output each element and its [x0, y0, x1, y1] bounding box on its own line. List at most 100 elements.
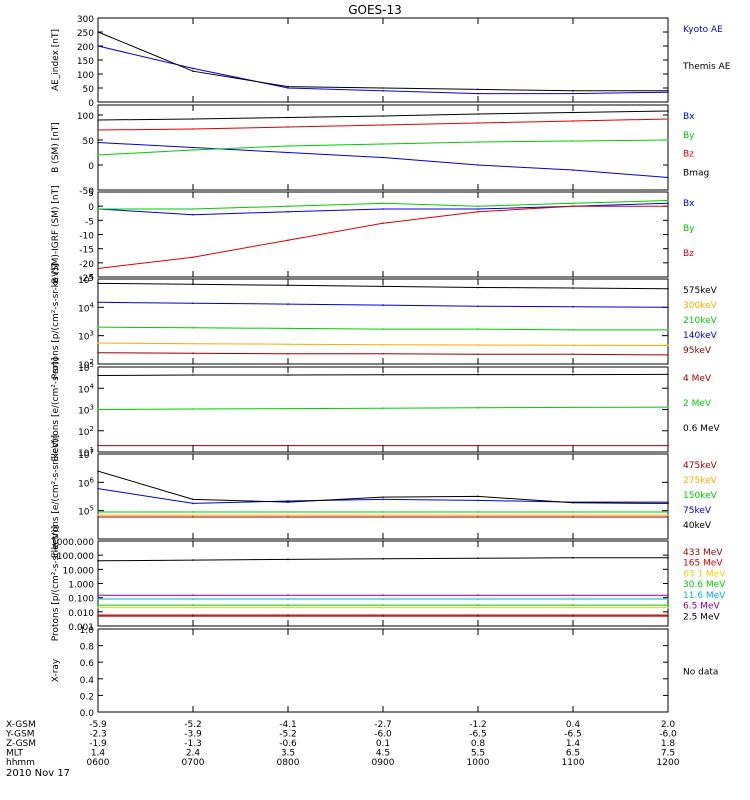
- data-point: [287, 511, 289, 513]
- x-tick-value: -5.2: [279, 730, 297, 740]
- data-point: [382, 222, 384, 224]
- data-point: [97, 119, 99, 121]
- data-point: [477, 373, 479, 376]
- data-point: [382, 498, 384, 501]
- y-tick-label: -15: [79, 246, 94, 256]
- data-point: [192, 208, 194, 210]
- panel-8: 1.0 0.8 0.6 0.4 0.2 0.0 X-ray No data: [51, 626, 718, 719]
- y-tick-label: 0: [88, 162, 94, 172]
- data-point: [572, 120, 574, 122]
- y-axis-label: Protons [p/(cm²-s-sr-keV)]: [51, 526, 61, 642]
- data-point: [382, 407, 384, 410]
- data-point: [572, 594, 574, 596]
- data-point: [382, 285, 384, 288]
- y-tick-label: 102: [78, 425, 94, 438]
- data-point: [287, 615, 289, 617]
- y-tick-label: -10: [79, 232, 94, 242]
- data-point: [667, 615, 669, 617]
- x-tick-value: 4.5: [376, 749, 390, 759]
- data-point: [97, 511, 99, 513]
- data-point: [572, 604, 574, 606]
- data-point: [192, 444, 194, 447]
- data-point: [477, 594, 479, 596]
- data-point: [477, 205, 479, 207]
- data-point: [97, 598, 99, 600]
- legend-entry: Kyoto AE: [683, 25, 723, 35]
- data-point: [572, 614, 574, 616]
- data-point: [667, 511, 669, 513]
- data-point: [382, 304, 384, 306]
- panel-frame: [97, 191, 669, 278]
- y-tick-label: 0.0: [80, 709, 95, 719]
- data-point: [572, 501, 574, 504]
- data-point: [382, 115, 384, 117]
- y-tick-label: 0.100: [68, 595, 94, 605]
- data-point: [667, 606, 669, 609]
- data-point: [287, 116, 289, 119]
- data-point: [97, 560, 99, 562]
- row-label-hhmm: hhmm: [6, 758, 35, 768]
- data-point: [477, 516, 479, 518]
- data-point: [382, 143, 384, 145]
- x-tick-value: 1200: [657, 758, 680, 768]
- data-point: [667, 118, 669, 120]
- data-point: [97, 487, 99, 490]
- data-point: [382, 604, 384, 606]
- panel-1: 300 250 200 150 100 50 0 AE_index [nT] Kyoto AE T…: [51, 15, 731, 109]
- data-point: [287, 151, 289, 154]
- data-point: [382, 598, 384, 600]
- data-point: [667, 604, 669, 606]
- y-tick-label: 5: [88, 189, 94, 199]
- data-point: [667, 514, 669, 516]
- data-point: [572, 90, 574, 92]
- data-point: [667, 406, 669, 408]
- y-tick-label: 50: [83, 137, 95, 147]
- y-tick-label: -5: [85, 217, 94, 227]
- data-point: [192, 594, 194, 596]
- legend-entry: 210keV: [683, 316, 718, 326]
- legend-entry: 75keV: [683, 506, 712, 516]
- y-tick-label: 10.000: [63, 566, 95, 576]
- x-tick-value: 1.8: [661, 739, 676, 749]
- chart-title: GOES-13: [348, 3, 402, 17]
- data-point: [477, 328, 479, 330]
- data-point: [382, 208, 384, 210]
- data-point: [97, 129, 99, 131]
- data-point: [667, 205, 669, 207]
- data-point: [97, 604, 99, 606]
- legend-entry: Themis AE: [682, 62, 731, 72]
- data-point: [477, 604, 479, 606]
- data-point: [192, 516, 194, 518]
- y-tick-label: 50: [83, 85, 95, 95]
- y-tick-label: 106: [78, 476, 94, 489]
- y-axis-label: Protons [p/(cm²-s-sr-keV)]: [51, 264, 61, 380]
- data-point: [667, 306, 669, 309]
- legend-entry: Bz: [683, 249, 694, 259]
- legend-entry: By: [683, 131, 695, 141]
- data-point: [572, 615, 574, 617]
- x-tick-value: -0.6: [279, 739, 297, 749]
- x-tick-value: -4.1: [279, 720, 297, 730]
- legend-entry: By: [683, 224, 695, 234]
- x-tick-value: -6.0: [659, 730, 677, 740]
- data-point: [382, 343, 384, 346]
- x-tick-value: -1.2: [469, 720, 487, 730]
- x-tick-value: 3.5: [281, 749, 295, 759]
- data-point: [287, 87, 289, 89]
- legend-entry: 30.6 MeV: [683, 580, 726, 590]
- legend-entry: 475keV: [683, 461, 718, 471]
- data-point: [667, 91, 669, 93]
- data-point: [572, 287, 574, 289]
- data-point: [572, 444, 574, 447]
- series-line-bx: [97, 142, 669, 178]
- data-point: [97, 31, 99, 33]
- data-point: [287, 85, 289, 88]
- y-tick-label: 0: [88, 203, 94, 213]
- x-tick-value: 0700: [182, 758, 205, 768]
- data-point: [667, 110, 669, 112]
- legend-entry: 165 MeV: [683, 559, 723, 569]
- data-point: [382, 615, 384, 617]
- data-point: [192, 213, 194, 216]
